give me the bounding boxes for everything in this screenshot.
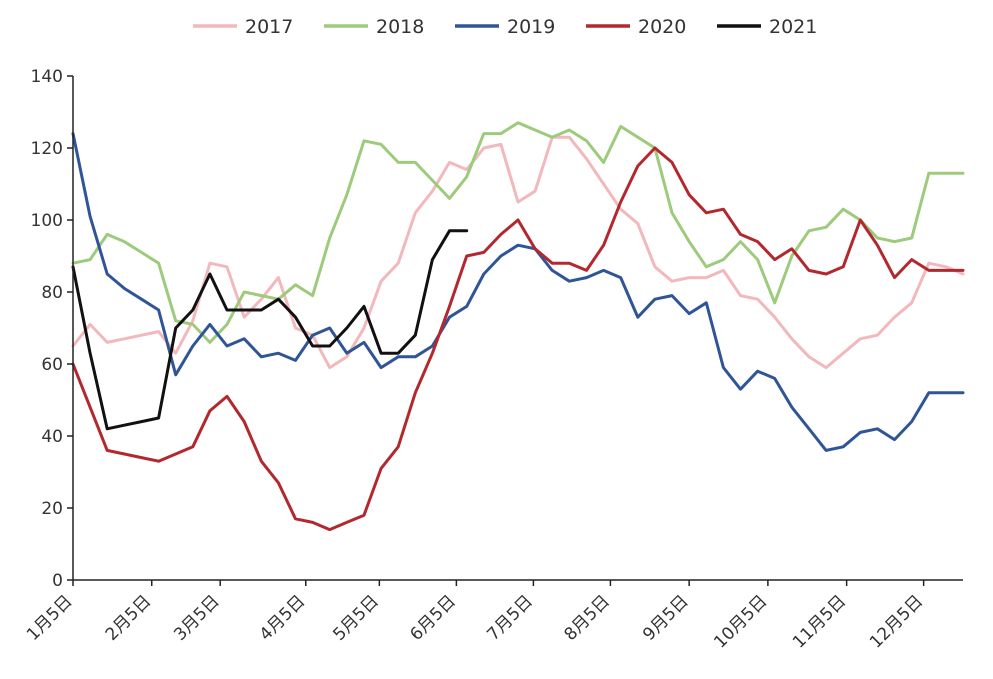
- x-tick-label: 9月5日: [639, 591, 692, 644]
- x-tick-label: 11月5日: [789, 591, 850, 652]
- legend-label-2021: 2021: [769, 16, 817, 38]
- x-tick-label: 6月5日: [406, 591, 459, 644]
- y-tick-label: 140: [31, 67, 63, 87]
- series-line-2019: [71, 132, 965, 452]
- x-tick-label: 7月5日: [483, 591, 536, 644]
- x-tick-label: 1月5日: [23, 591, 76, 644]
- x-tick-label: 4月5日: [256, 591, 309, 644]
- x-tick-label: 5月5日: [329, 591, 382, 644]
- legend: 2017 2018 2019 2020 2021: [193, 16, 817, 38]
- y-tick-label: 60: [41, 355, 63, 375]
- series-line-2018: [71, 121, 965, 344]
- x-tick-label: 8月5日: [560, 591, 613, 644]
- series-layer: [71, 121, 965, 532]
- y-tick-label: 20: [41, 499, 63, 519]
- axes: [72, 76, 963, 581]
- y-tick-label: 0: [52, 571, 63, 591]
- x-tick-label: 2月5日: [102, 591, 155, 644]
- legend-label-2018: 2018: [376, 16, 424, 38]
- x-ticks: 1月5日 2月5日 3月5日 4月5日 5月5日 6月5日 7月5日 8月5日 9月5日 10月5…: [23, 580, 927, 653]
- y-tick-label: 120: [31, 139, 63, 159]
- series-line-2017: [71, 135, 965, 370]
- legend-label-2017: 2017: [245, 16, 293, 38]
- legend-label-2020: 2020: [638, 16, 686, 38]
- series-line-2020: [71, 146, 965, 532]
- x-tick-label: 3月5日: [170, 591, 223, 644]
- legend-label-2019: 2019: [507, 16, 555, 38]
- y-ticks: 0 20 40 60 80 100 120 140: [31, 67, 73, 591]
- x-tick-label: 10月5日: [710, 591, 771, 652]
- series-line-2021: [71, 229, 469, 431]
- x-tick-label: 12月5日: [866, 591, 927, 652]
- y-tick-label: 80: [41, 283, 63, 303]
- y-tick-label: 40: [41, 427, 63, 447]
- y-tick-label: 100: [31, 211, 63, 231]
